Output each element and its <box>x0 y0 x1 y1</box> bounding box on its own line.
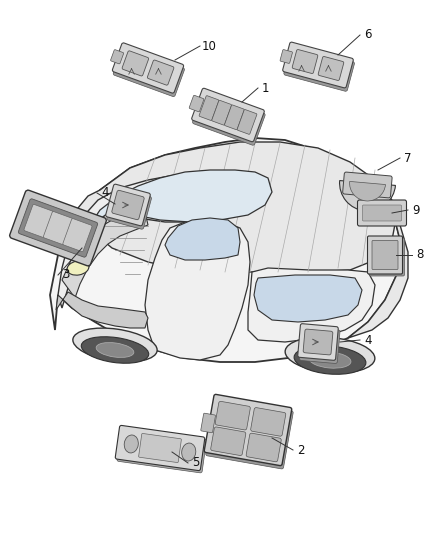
Text: 6: 6 <box>364 28 371 42</box>
FancyBboxPatch shape <box>117 427 206 473</box>
Text: 4: 4 <box>364 334 371 346</box>
FancyBboxPatch shape <box>237 109 257 134</box>
FancyBboxPatch shape <box>115 425 205 471</box>
Polygon shape <box>56 292 148 328</box>
Text: 10: 10 <box>202 39 217 52</box>
Wedge shape <box>339 181 396 211</box>
FancyBboxPatch shape <box>318 56 344 80</box>
FancyBboxPatch shape <box>193 92 265 146</box>
Ellipse shape <box>73 328 157 362</box>
Text: 1: 1 <box>262 82 269 94</box>
FancyBboxPatch shape <box>106 184 150 226</box>
Ellipse shape <box>124 435 138 453</box>
FancyBboxPatch shape <box>10 190 106 266</box>
Ellipse shape <box>67 261 89 275</box>
FancyBboxPatch shape <box>122 51 148 76</box>
FancyBboxPatch shape <box>372 240 398 270</box>
FancyBboxPatch shape <box>43 212 73 245</box>
FancyBboxPatch shape <box>107 188 152 229</box>
Text: 2: 2 <box>297 443 304 456</box>
FancyBboxPatch shape <box>292 50 318 74</box>
FancyBboxPatch shape <box>147 60 174 85</box>
Polygon shape <box>50 138 400 362</box>
Ellipse shape <box>81 337 149 364</box>
Text: 9: 9 <box>412 204 420 216</box>
Polygon shape <box>145 220 250 360</box>
FancyBboxPatch shape <box>251 408 286 436</box>
FancyBboxPatch shape <box>284 45 354 91</box>
FancyBboxPatch shape <box>18 199 98 257</box>
Polygon shape <box>78 142 398 272</box>
FancyBboxPatch shape <box>112 190 144 220</box>
FancyBboxPatch shape <box>246 433 281 462</box>
FancyBboxPatch shape <box>199 96 219 120</box>
Text: 3: 3 <box>62 269 69 281</box>
FancyBboxPatch shape <box>111 50 124 64</box>
FancyBboxPatch shape <box>113 46 184 96</box>
FancyBboxPatch shape <box>206 398 293 469</box>
Ellipse shape <box>294 346 366 374</box>
Polygon shape <box>254 275 362 322</box>
FancyBboxPatch shape <box>212 100 232 125</box>
FancyBboxPatch shape <box>280 50 293 63</box>
FancyBboxPatch shape <box>24 205 53 237</box>
FancyBboxPatch shape <box>363 205 402 221</box>
Text: 5: 5 <box>192 456 199 470</box>
Ellipse shape <box>309 352 351 368</box>
FancyBboxPatch shape <box>367 236 403 274</box>
FancyBboxPatch shape <box>189 95 204 112</box>
FancyBboxPatch shape <box>215 401 250 430</box>
FancyBboxPatch shape <box>201 413 215 433</box>
FancyBboxPatch shape <box>225 105 244 130</box>
FancyBboxPatch shape <box>370 238 405 276</box>
Polygon shape <box>248 268 375 342</box>
FancyBboxPatch shape <box>303 329 333 355</box>
FancyBboxPatch shape <box>139 433 181 463</box>
Ellipse shape <box>96 343 134 358</box>
Ellipse shape <box>182 443 196 461</box>
Polygon shape <box>58 175 240 308</box>
FancyBboxPatch shape <box>283 42 353 88</box>
FancyBboxPatch shape <box>204 394 292 466</box>
Text: 4: 4 <box>101 187 109 199</box>
Polygon shape <box>348 182 408 338</box>
FancyBboxPatch shape <box>113 43 184 93</box>
Polygon shape <box>165 218 240 260</box>
Text: 8: 8 <box>416 248 424 262</box>
FancyBboxPatch shape <box>192 88 264 142</box>
FancyBboxPatch shape <box>63 219 92 252</box>
Ellipse shape <box>285 337 375 373</box>
Wedge shape <box>350 181 385 201</box>
FancyBboxPatch shape <box>300 327 340 364</box>
Polygon shape <box>88 170 272 228</box>
Polygon shape <box>62 212 148 298</box>
FancyBboxPatch shape <box>343 172 392 198</box>
FancyBboxPatch shape <box>298 324 338 360</box>
FancyBboxPatch shape <box>211 427 246 456</box>
Text: 7: 7 <box>404 151 411 165</box>
FancyBboxPatch shape <box>357 200 406 226</box>
